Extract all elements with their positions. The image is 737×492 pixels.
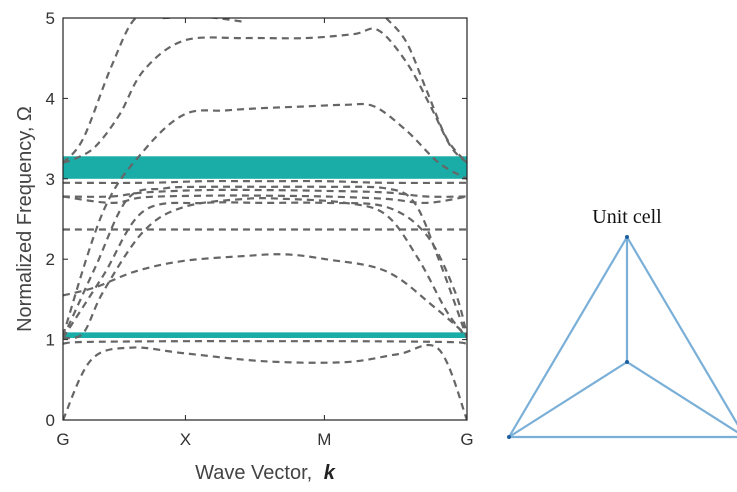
y-tick-label: 4 <box>46 89 55 108</box>
dispersion-band-10 <box>63 179 467 185</box>
unit-cell-edge-top-left <box>508 236 628 438</box>
dispersion-band-12 <box>63 27 467 164</box>
unit-cell-diagram <box>507 235 737 439</box>
y-axis-title: Normalized Frequency, Ω <box>14 106 36 332</box>
dispersion-band-6 <box>63 201 467 339</box>
y-tick-label: 2 <box>46 250 55 269</box>
x-axis-title: Wave Vector, k <box>195 462 336 484</box>
x-axis-title-symbol: k <box>324 462 336 484</box>
x-tick-label: M <box>317 430 331 449</box>
x-tick-label: G <box>460 430 473 449</box>
dispersion-band-2 <box>63 340 467 345</box>
unit-cell-title: Unit cell <box>592 206 662 228</box>
dispersion-band-4 <box>63 253 467 337</box>
unit-cell-inset: Unit cell <box>507 206 737 439</box>
y-tick-label: 0 <box>46 411 55 430</box>
band-structure-chart: 0 1 2 3 4 5 G X M G Wave Vector, k Normalized Fre… <box>14 9 474 484</box>
x-axis-title-text: Wave Vector, <box>195 462 312 484</box>
dispersion-band-3 <box>63 197 467 340</box>
plot-area-frame <box>62 17 468 421</box>
dispersion-band-14 <box>385 18 467 164</box>
band-gap-2 <box>63 156 467 179</box>
unit-cell-edge-center-left <box>508 361 628 438</box>
unit-cell-edge-right-top <box>626 236 737 426</box>
dispersion-band-13 <box>63 18 245 164</box>
unit-cell-node-left <box>507 435 511 439</box>
y-tick-label: 3 <box>46 170 55 189</box>
dispersion-band-8 <box>63 188 467 198</box>
band-gap-layer <box>63 156 467 338</box>
axis-ticks: 0 1 2 3 4 5 G X M G <box>46 9 474 449</box>
unit-cell-node-center <box>625 360 629 364</box>
dispersion-band-11 <box>63 102 467 336</box>
dispersion-band-1 <box>63 343 467 420</box>
dispersion-curves <box>63 18 467 420</box>
band-gap-1 <box>63 332 467 338</box>
x-tick-label: G <box>56 430 69 449</box>
dispersion-band-9 <box>63 185 467 339</box>
unit-cell-edge-center-right <box>626 361 737 434</box>
y-tick-label: 1 <box>46 331 55 350</box>
x-tick-label: X <box>180 430 191 449</box>
unit-cell-node-top <box>625 235 629 239</box>
y-tick-label: 5 <box>46 9 55 28</box>
